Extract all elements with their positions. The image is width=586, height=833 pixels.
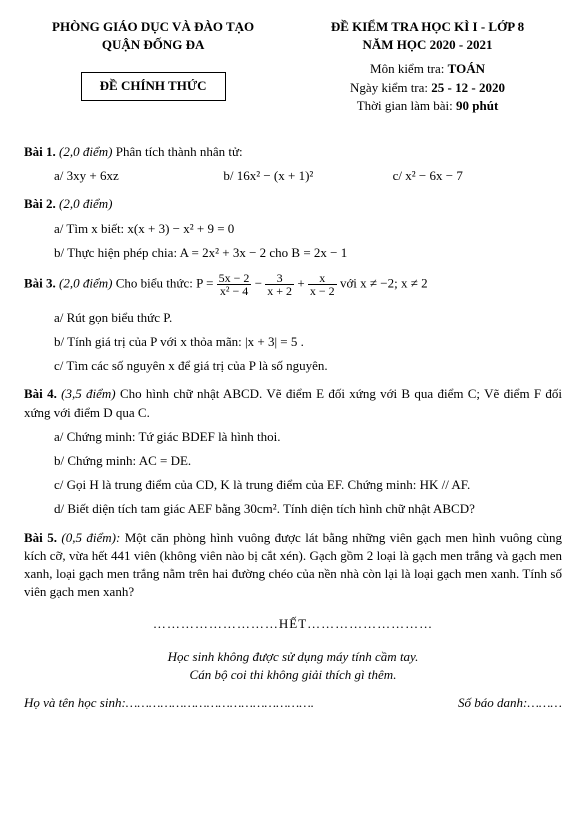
bai3-points: (2,0 điểm) [59,275,112,290]
bai3-f3-num: x [308,272,337,285]
date-label: Ngày kiểm tra: [350,80,431,95]
bai1-c: c/ x² − 6x − 7 [393,167,562,185]
exam-title: ĐỀ KIỂM TRA HỌC KÌ I - LỚP 8 [293,18,562,36]
bai3-f1-den: x² − 4 [217,285,252,297]
bai3-f1-num: 5x − 2 [217,272,252,285]
bai4-b: b/ Chứng minh: AC = DE. [54,452,562,470]
bai2-b: b/ Thực hiện phép chia: A = 2x² + 3x − 2… [54,244,562,262]
bai2-points: (2,0 điểm) [59,196,112,211]
org-line1: PHÒNG GIÁO DỤC VÀ ĐÀO TẠO [24,18,282,36]
bai1: Bài 1. (2,0 điểm) Phân tích thành nhân t… [24,143,562,185]
footer-row: Họ và tên học sinh:…………………………………………. Số … [24,694,562,712]
exam-meta-block: ĐỀ KIỂM TRA HỌC KÌ I - LỚP 8 NĂM HỌC 202… [293,18,562,115]
bai5-points: (0,5 điểm): [61,530,120,545]
official-stamp: ĐỀ CHÍNH THỨC [81,72,226,100]
bai2: Bài 2. (2,0 điểm) a/ Tìm x biết: x(x + 3… [24,195,562,262]
student-name-field: Họ và tên học sinh:…………………………………………. [24,694,314,712]
bai2-a: a/ Tìm x biết: x(x + 3) − x² + 9 = 0 [54,220,562,238]
bai1-subrow: a/ 3xy + 6xz b/ 16x² − (x + 1)² c/ x² − … [54,167,562,185]
bai3: Bài 3. (2,0 điểm) Cho biểu thức: P = 5x … [24,272,562,376]
header-block: PHÒNG GIÁO DỤC VÀ ĐÀO TẠO QUẬN ĐỐNG ĐA Đ… [24,18,562,115]
duration-value: 90 phút [456,98,498,113]
bai1-title: Bài 1. [24,144,56,159]
bai1-b: b/ 16x² − (x + 1)² [223,167,392,185]
bai3-a: a/ Rút gọn biểu thức P. [54,309,562,327]
note-line2: Cán bộ coi thi không giải thích gì thêm. [24,666,562,684]
bai1-a: a/ 3xy + 6xz [54,167,223,185]
bai3-f3-den: x − 2 [308,285,337,297]
bai3-minus: − [255,275,266,290]
subject-label: Môn kiểm tra: [370,61,448,76]
bai3-c: c/ Tìm các số nguyên x để giá trị của P … [54,357,562,375]
bai3-frac3: x x − 2 [308,272,337,297]
bai3-frac2: 3 x + 2 [265,272,294,297]
bai5-title: Bài 5. [24,530,57,545]
bai2-title: Bài 2. [24,196,56,211]
bai1-text: Phân tích thành nhân tử: [116,144,243,159]
bai3-plus: + [297,275,308,290]
org-line2: QUẬN ĐỐNG ĐA [24,36,282,54]
subject-value: TOÁN [448,61,485,76]
duration-label: Thời gian làm bài: [357,98,456,113]
end-marker: ………………………HẾT……………………… [24,615,562,633]
bai1-points: (2,0 điểm) [59,144,112,159]
bai4-c: c/ Gọi H là trung điểm của CD, K là trun… [54,476,562,494]
bai3-f2-den: x + 2 [265,285,294,297]
note-line1: Học sinh không được sử dụng máy tính cầm… [24,648,562,666]
bai3-frac1: 5x − 2 x² − 4 [217,272,252,297]
bai4-title: Bài 4. [24,386,57,401]
notes-block: Học sinh không được sử dụng máy tính cầm… [24,648,562,684]
id-field: Số báo danh:……… [458,694,562,712]
bai4-a: a/ Chứng minh: Tứ giác BDEF là hình thoi… [54,428,562,446]
bai3-b: b/ Tính giá trị của P với x thỏa mãn: |x… [54,333,562,351]
meta-block: Môn kiểm tra: TOÁN Ngày kiểm tra: 25 - 1… [293,60,562,115]
bai3-f2-num: 3 [265,272,294,285]
bai4-d: d/ Biết diện tích tam giác AEF bằng 30cm… [54,500,562,518]
bai3-lead: Cho biểu thức: P = [116,275,217,290]
body-section: Bài 1. (2,0 điểm) Phân tích thành nhân t… [24,143,562,712]
date-value: 25 - 12 - 2020 [431,80,505,95]
bai4: Bài 4. (3,5 điểm) Cho hình chữ nhật ABCD… [24,385,562,518]
subject-line: Môn kiểm tra: TOÁN [293,60,562,78]
date-line: Ngày kiểm tra: 25 - 12 - 2020 [293,79,562,97]
bai3-title: Bài 3. [24,275,56,290]
bai4-points: (3,5 điểm) [61,386,115,401]
org-block: PHÒNG GIÁO DỤC VÀ ĐÀO TẠO QUẬN ĐỐNG ĐA Đ… [24,18,282,115]
duration-line: Thời gian làm bài: 90 phút [293,97,562,115]
bai3-cond: với x ≠ −2; x ≠ 2 [340,275,428,290]
exam-year: NĂM HỌC 2020 - 2021 [293,36,562,54]
bai5: Bài 5. (0,5 điểm): Một căn phòng hình vu… [24,529,562,602]
